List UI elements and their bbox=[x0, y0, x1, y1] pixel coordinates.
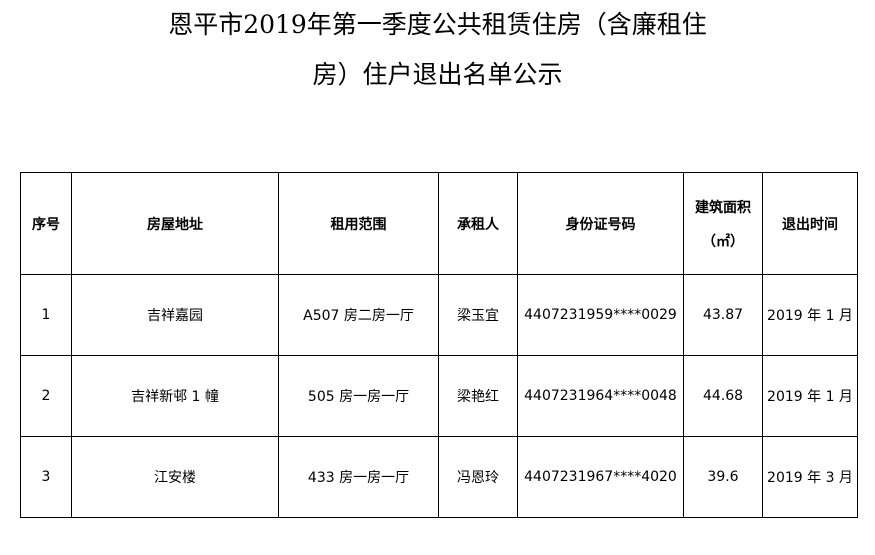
cell-tenant: 梁玉宜 bbox=[438, 274, 518, 356]
cell-area: 39.6 bbox=[683, 436, 763, 518]
header-id-number: 身份证号码 bbox=[517, 172, 684, 275]
table-row: 3 江安楼 433 房一房一厅 冯恩玲 4407231967****4020 3… bbox=[20, 436, 858, 518]
document-title-line-1: 恩平市2019年第一季度公共租赁住房（含廉租住 bbox=[168, 10, 707, 39]
header-rental-scope: 租用范围 bbox=[278, 172, 439, 275]
cell-tenant: 冯恩玲 bbox=[438, 436, 518, 518]
header-area: 建筑面积 （㎡） bbox=[683, 172, 763, 275]
cell-index: 1 bbox=[20, 274, 72, 356]
cell-address: 吉祥嘉园 bbox=[71, 274, 279, 356]
cell-id-number: 4407231964****0048 bbox=[517, 355, 684, 437]
document-title-line-2: 房）住户退出名单公示 bbox=[312, 60, 563, 89]
cell-index: 3 bbox=[20, 436, 72, 518]
header-index: 序号 bbox=[20, 172, 72, 275]
cell-rental-scope: 433 房一房一厅 bbox=[278, 436, 439, 518]
table-header-row: 序号 房屋地址 租用范围 承租人 身份证号码 建筑面积 （㎡） 退出时间 bbox=[20, 172, 858, 275]
cell-rental-scope: 505 房一房一厅 bbox=[278, 355, 439, 437]
table-row: 1 吉祥嘉园 A507 房二房一厅 梁玉宜 4407231959****0029… bbox=[20, 274, 858, 356]
exit-list-table: 序号 房屋地址 租用范围 承租人 身份证号码 建筑面积 （㎡） 退出时间 1 吉祥… bbox=[20, 172, 858, 518]
cell-exit-time: 2019 年 1 月 bbox=[762, 274, 858, 356]
cell-id-number: 4407231967****4020 bbox=[517, 436, 684, 518]
cell-rental-scope: A507 房二房一厅 bbox=[278, 274, 439, 356]
cell-exit-time: 2019 年 1 月 bbox=[762, 355, 858, 437]
cell-id-number: 4407231959****0029 bbox=[517, 274, 684, 356]
table-row: 2 吉祥新邨 1 幢 505 房一房一厅 梁艳红 4407231964****0… bbox=[20, 355, 858, 437]
header-address: 房屋地址 bbox=[71, 172, 279, 275]
header-exit-time: 退出时间 bbox=[762, 172, 858, 275]
cell-area: 44.68 bbox=[683, 355, 763, 437]
header-area-unit: （㎡） bbox=[702, 233, 744, 250]
cell-index: 2 bbox=[20, 355, 72, 437]
cell-address: 吉祥新邨 1 幢 bbox=[71, 355, 279, 437]
header-tenant: 承租人 bbox=[438, 172, 518, 275]
cell-address: 江安楼 bbox=[71, 436, 279, 518]
cell-area: 43.87 bbox=[683, 274, 763, 356]
header-area-label: 建筑面积 bbox=[695, 199, 751, 216]
cell-tenant: 梁艳红 bbox=[438, 355, 518, 437]
cell-exit-time: 2019 年 3 月 bbox=[762, 436, 858, 518]
